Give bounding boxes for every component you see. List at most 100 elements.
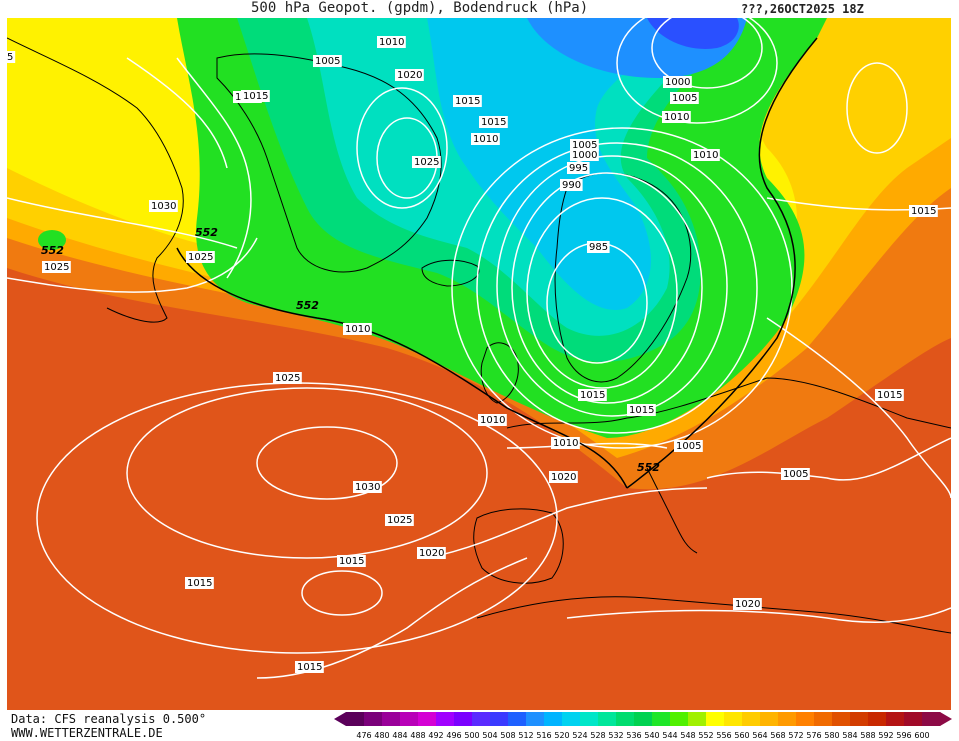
colorbar-swatch [688, 712, 707, 726]
colorbar-swatch [868, 712, 887, 726]
colorbar-tick: 600 [914, 731, 929, 740]
isobar-label: 995 [569, 163, 588, 174]
colorbar: 476 480 484 488 492 496 500 504 508 512 516 520 524 5… [334, 712, 952, 740]
isobar-label: 1020 [419, 548, 444, 559]
colorbar-swatch [436, 712, 455, 726]
colorbar-tick: 528 [590, 731, 605, 740]
isobar-label: 1015 [339, 556, 364, 567]
geopotential-label: 552 [296, 299, 319, 312]
field-552-cutoff [38, 230, 66, 250]
isobar-label: 1015 [911, 206, 936, 217]
colorbar-swatch [742, 712, 761, 726]
isobar-label: 1025 [275, 373, 300, 384]
isobar-label-bg [570, 149, 599, 161]
iceland-coast [421, 259, 480, 287]
colorbar-tick: 548 [680, 731, 695, 740]
isobar-label-bg [453, 95, 482, 107]
isobar-label: 1025 [387, 515, 412, 526]
isobar-label-bg [353, 481, 382, 493]
isobar-label-bg [781, 468, 810, 480]
isobar-label-bg [241, 90, 270, 102]
north-america-coast [7, 37, 184, 323]
isobar-label-bg [337, 555, 366, 567]
isobar-1005-low [476, 142, 758, 434]
isobar-label: 1005 [572, 140, 597, 151]
chart-title: 500 hPa Geopot. (gpdm), Bodendruck (hPa) [251, 0, 589, 16]
isobar-1030-west [7, 197, 238, 249]
isobar-990-low [526, 197, 678, 389]
colorbar-swatch [364, 712, 383, 726]
colorbar-swatch [652, 712, 671, 726]
isobar-label-bg [909, 205, 938, 217]
valid-time: ???,26OCT2025 18Z [741, 2, 864, 16]
isobar-label: 1010 [379, 37, 404, 48]
isobar-1015-mid [506, 442, 668, 449]
colorbar-tick: 544 [662, 731, 677, 740]
isobar-label: 1010 [693, 150, 718, 161]
colorbar-tick: 504 [482, 731, 497, 740]
geopotential-label: 552 [637, 461, 660, 474]
colorbar-swatch [346, 712, 365, 726]
isobar-label: 1015 [455, 96, 480, 107]
isobar-label-bg [551, 437, 580, 449]
colorbar-tick: 512 [518, 731, 533, 740]
colorbar-swatch [508, 712, 527, 726]
isobar-label-bg [273, 372, 302, 384]
colorbar-tick: 532 [608, 731, 623, 740]
colorbar-swatch [400, 712, 419, 726]
isobar-1015-s [566, 607, 951, 623]
colorbar-swatch [634, 712, 653, 726]
isobar-labels: 1010100510201015101510201015101010001005… [7, 36, 938, 673]
geopotential-label: 552 [41, 244, 64, 257]
isobar-1020-greenland [356, 87, 448, 209]
isobar-label-bg [670, 92, 699, 104]
colorbar-arrow-right [940, 712, 952, 726]
iberia-coast [473, 508, 564, 584]
isobar-label: 990 [562, 180, 581, 191]
isobar-label-bg [295, 661, 324, 673]
isobar-1015-east [846, 62, 908, 154]
isobar-1000-north [651, 18, 763, 89]
colorbar-tick: 552 [698, 731, 713, 740]
isobar-label: 1015 [297, 662, 322, 673]
field-512 [647, 18, 739, 49]
isobar-label: 1020 [397, 70, 422, 81]
isobar-label: 1010 [345, 324, 370, 335]
colorbar-swatch [814, 712, 833, 726]
colorbar-tick: 488 [410, 731, 425, 740]
colorbar-tick: 496 [446, 731, 461, 740]
isobar-label: 1025 [44, 262, 69, 273]
isobar-label-bg [627, 404, 656, 416]
colorbar-tick: 484 [392, 731, 407, 740]
isobar-995-low [511, 172, 703, 404]
isobar-label: 1015 [187, 578, 212, 589]
italy-coast [646, 467, 698, 554]
colorbar-tick: 540 [644, 731, 659, 740]
isobar-label-bg [733, 598, 762, 610]
isobar-label: 1015 [243, 91, 268, 102]
isobar-1025-west [7, 237, 258, 293]
isobar-label-bg [385, 514, 414, 526]
isobar-label: 1025 [414, 157, 439, 168]
colorbar-swatch [616, 712, 635, 726]
isobar-label-bg [478, 414, 507, 426]
colorbar-tick: 568 [770, 731, 785, 740]
isobar-label-bg [343, 323, 372, 335]
isobar-label: 1020 [551, 472, 576, 483]
colorbar-tick: 520 [554, 731, 569, 740]
isobar-1010-se [706, 437, 951, 481]
colorbar-swatch [886, 712, 905, 726]
isobar-1010-low [451, 127, 793, 449]
colorbar-swatch [904, 712, 923, 726]
weather-map: 1010100510201015101510201015101010001005… [7, 18, 951, 710]
colorbar-swatch [490, 712, 509, 726]
colorbar-tick: 480 [374, 731, 389, 740]
isobar-label: 1000 [572, 150, 597, 161]
colorbar-tick: 508 [500, 731, 515, 740]
colorbar-tick: 536 [626, 731, 641, 740]
colorbar-tick: 556 [716, 731, 731, 740]
website-link[interactable]: WWW.WETTERZENTRALE.DE [11, 726, 163, 740]
colorbar-swatch [796, 712, 815, 726]
colorbar-swatch [382, 712, 401, 726]
isobar-label-bg [875, 389, 904, 401]
